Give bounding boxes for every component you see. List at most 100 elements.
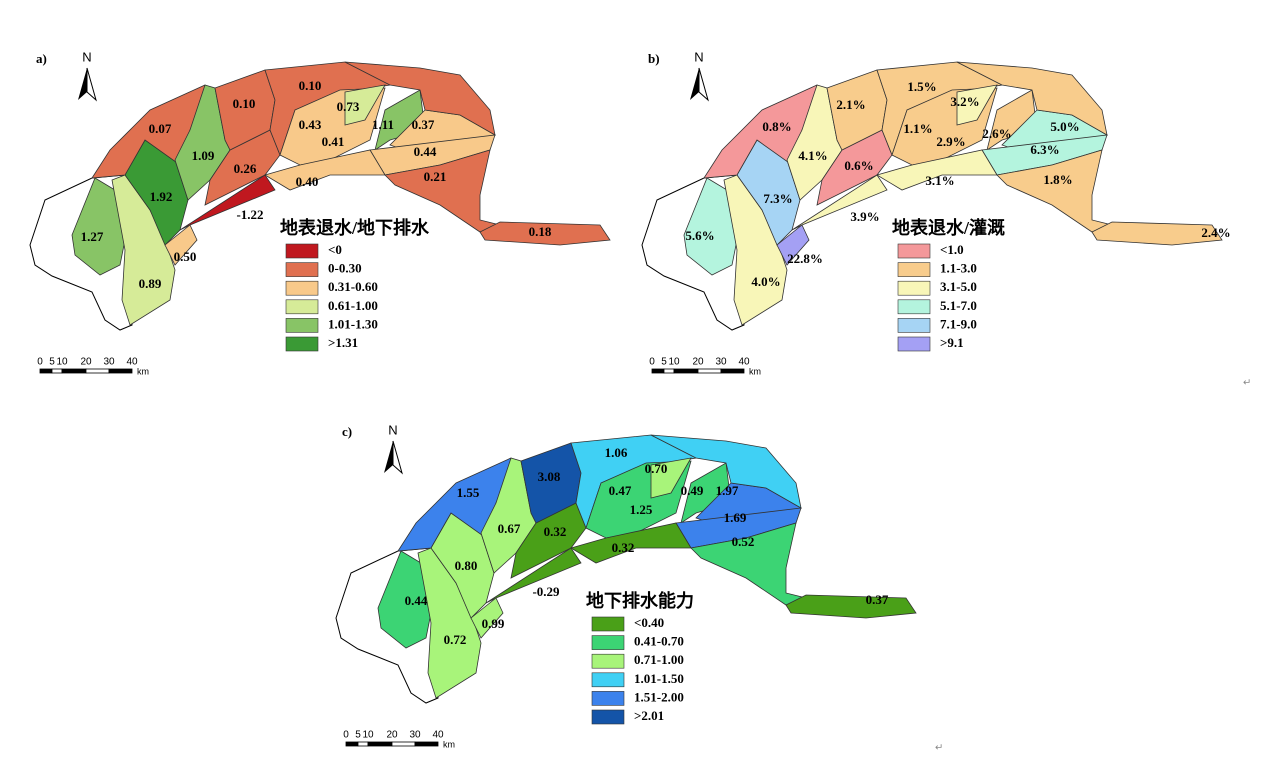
legend-label: 3.1-5.0 xyxy=(940,279,977,294)
scale-tick-label: 20 xyxy=(386,730,398,741)
region-label: 4.0% xyxy=(751,274,780,289)
north-arrow xyxy=(690,68,699,100)
region-label: 0.47 xyxy=(609,483,632,498)
legend-label: 0.41-0.70 xyxy=(634,634,684,649)
north-arrow xyxy=(384,441,393,473)
scale-tick-label: 10 xyxy=(668,357,680,368)
legend-label: 1.1-3.0 xyxy=(940,261,977,276)
legend-swatch xyxy=(897,243,931,259)
scale-tick-label: 10 xyxy=(362,730,374,741)
region-label: 2.6% xyxy=(982,126,1011,141)
region xyxy=(344,84,386,126)
region-label: 2.1% xyxy=(836,97,865,112)
scale-unit: km xyxy=(749,366,761,376)
scale-tick-label: 5 xyxy=(49,357,55,368)
scale-bar-segment xyxy=(673,368,699,374)
scale-bar-segment xyxy=(51,368,63,374)
legend-swatch xyxy=(285,243,319,259)
region-label: 0.10 xyxy=(233,96,256,111)
north-label: N xyxy=(388,422,397,437)
scale-tick-label: 30 xyxy=(715,357,727,368)
scale-bar-segment xyxy=(108,368,133,374)
region-label: 4.1% xyxy=(798,148,827,163)
region-label: 22.8% xyxy=(787,251,823,266)
region-label: -0.29 xyxy=(532,584,560,599)
region-label: 2.9% xyxy=(936,134,965,149)
region-label: 0.43 xyxy=(299,117,322,132)
region-label: 0.44 xyxy=(414,144,437,159)
region xyxy=(776,224,810,266)
panel-label: a) xyxy=(36,51,47,66)
region-label: 1.09 xyxy=(192,148,215,163)
legend-swatch xyxy=(591,709,625,725)
scale-bar-segment xyxy=(697,368,722,374)
region xyxy=(650,434,802,509)
region-label: 0.37 xyxy=(866,592,889,607)
scale-tick-label: 10 xyxy=(56,357,68,368)
region-label: 0.52 xyxy=(732,534,755,549)
region-label: 0.37 xyxy=(412,117,435,132)
legend-swatch xyxy=(285,280,319,296)
north-arrow xyxy=(392,440,403,475)
region xyxy=(264,149,386,191)
region-label: 1.97 xyxy=(716,483,739,498)
paragraph-mark: ↵ xyxy=(1243,378,1251,389)
legend-swatch xyxy=(591,672,625,688)
region-label: 1.27 xyxy=(81,229,104,244)
region-label: 0.70 xyxy=(645,461,668,476)
legend-swatch xyxy=(285,318,319,333)
region-label: 0.10 xyxy=(299,78,322,93)
region-label: 1.06 xyxy=(605,445,628,460)
region-label: 0.67 xyxy=(498,521,521,536)
map-panel: 0.07 0.10 0.10 0.73 1.09 0.43 1.11 0.37 0.41 0.44… xyxy=(29,49,611,376)
region-label: -1.22 xyxy=(236,207,263,222)
legend-label: <1.0 xyxy=(940,242,964,257)
region-label: 0.73 xyxy=(337,99,360,114)
legend-swatch xyxy=(897,280,931,296)
scale-tick-label: 40 xyxy=(432,730,444,741)
legend-title: 地表退水/地下排水 xyxy=(280,217,430,238)
scale-tick-label: 5 xyxy=(661,357,667,368)
legend-swatch xyxy=(897,299,931,315)
region-label: 1.25 xyxy=(630,502,653,517)
legend-label: 1.51-2.00 xyxy=(634,689,684,704)
map-panel: 0.8% 2.1% 1.5% 3.2% 1.1% 2.9% 2.6% 5.0% 6.3% 4.1%… xyxy=(641,49,1231,376)
legend-label: >1.31 xyxy=(328,335,358,350)
legend-swatch xyxy=(591,691,625,706)
legend-label: <0 xyxy=(328,242,342,257)
legend-swatch xyxy=(285,262,319,277)
legend-label: 1.01-1.50 xyxy=(634,671,684,686)
legend-label: 7.1-9.0 xyxy=(940,316,977,331)
region xyxy=(479,221,611,246)
region xyxy=(1091,221,1223,246)
scale-bar-segment xyxy=(61,368,87,374)
legend-swatch xyxy=(591,653,625,669)
region-label: 6.3% xyxy=(1030,142,1059,157)
panel-label: b) xyxy=(648,51,660,66)
region-label: 0.41 xyxy=(322,134,345,149)
region-label: 3.08 xyxy=(538,469,561,484)
scale-tick-label: 0 xyxy=(343,730,349,741)
region-label: 1.92 xyxy=(150,189,173,204)
region-label: 0.18 xyxy=(529,224,552,239)
legend-label: 0.71-1.00 xyxy=(634,652,684,667)
scale-unit: km xyxy=(443,739,455,749)
region-label: 7.3% xyxy=(763,191,792,206)
region-label: 1.8% xyxy=(1043,172,1072,187)
north-arrow xyxy=(78,68,87,100)
region-label: 0.44 xyxy=(405,593,428,608)
region xyxy=(650,457,692,499)
legend-label: >9.1 xyxy=(940,335,964,350)
scale-bar-segment xyxy=(414,741,439,747)
region-label: 0.99 xyxy=(482,616,505,631)
legend-title: 地下排水能力 xyxy=(586,590,694,611)
region-label: 0.07 xyxy=(149,121,172,136)
region xyxy=(71,177,126,276)
map-panel: 3.08 1.06 0.70 1.55 0.47 0.49 1.97 1.25 1.69 0.67… xyxy=(335,422,917,749)
scale-tick-label: 30 xyxy=(409,730,421,741)
legend-swatch xyxy=(591,616,625,632)
legend-label: 0-0.30 xyxy=(328,261,362,276)
region xyxy=(956,61,1108,136)
legend-swatch xyxy=(591,635,625,650)
